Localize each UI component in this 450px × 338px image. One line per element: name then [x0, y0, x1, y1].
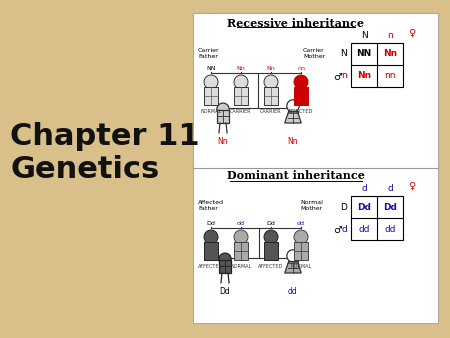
Text: Recessive inheritance: Recessive inheritance — [227, 18, 364, 29]
Text: n: n — [387, 31, 393, 40]
Text: Dd: Dd — [220, 287, 230, 296]
Circle shape — [204, 75, 218, 89]
Bar — [204, 87, 218, 105]
Bar — [351, 43, 403, 87]
Text: Normal
Mother: Normal Mother — [300, 200, 323, 211]
Circle shape — [287, 250, 299, 262]
Text: CARRIER: CARRIER — [230, 109, 252, 114]
Bar — [219, 260, 231, 273]
Text: ♀: ♀ — [408, 28, 415, 38]
Text: d: d — [387, 184, 393, 193]
Text: Nn: Nn — [383, 49, 397, 58]
Circle shape — [294, 230, 308, 244]
Text: nn: nn — [384, 72, 396, 80]
Circle shape — [204, 230, 218, 244]
Text: NN: NN — [356, 49, 372, 58]
Text: Nn: Nn — [218, 137, 228, 146]
Text: dd: dd — [358, 224, 370, 234]
Text: N: N — [360, 31, 367, 40]
Bar — [351, 196, 403, 240]
Text: N: N — [340, 49, 347, 58]
Text: ♂: ♂ — [333, 72, 342, 82]
Circle shape — [219, 253, 231, 265]
Bar — [234, 87, 248, 105]
Text: d: d — [341, 224, 347, 234]
Text: d: d — [361, 184, 367, 193]
Text: nn: nn — [297, 66, 305, 71]
Bar — [264, 87, 278, 105]
Text: ♀: ♀ — [408, 181, 415, 191]
Bar — [288, 111, 298, 115]
Polygon shape — [285, 263, 301, 273]
Text: ♂: ♂ — [333, 225, 342, 235]
Text: AFFECTED: AFFECTED — [288, 109, 314, 114]
Bar — [234, 242, 248, 260]
Bar — [204, 242, 218, 260]
Text: D: D — [340, 202, 347, 212]
Text: dd: dd — [237, 221, 245, 226]
Text: n: n — [341, 72, 347, 80]
Circle shape — [287, 100, 299, 112]
Text: NORMAL: NORMAL — [230, 264, 252, 269]
Circle shape — [234, 75, 248, 89]
Text: Dd: Dd — [383, 202, 397, 212]
Circle shape — [264, 75, 278, 89]
Text: Dd: Dd — [207, 221, 216, 226]
Text: Carrier
Mother: Carrier Mother — [303, 48, 325, 59]
Bar — [264, 242, 278, 260]
Text: Carrier
Father: Carrier Father — [198, 48, 220, 59]
Text: dd: dd — [384, 224, 396, 234]
Text: Dd: Dd — [357, 202, 371, 212]
Polygon shape — [285, 113, 301, 123]
Text: Nn: Nn — [357, 72, 371, 80]
Text: NORMAL: NORMAL — [200, 109, 221, 114]
Text: Chapter 11
Genetics: Chapter 11 Genetics — [10, 122, 200, 184]
Text: NORMAL: NORMAL — [290, 264, 311, 269]
Text: NN: NN — [206, 66, 216, 71]
Text: Dd: Dd — [266, 221, 275, 226]
Circle shape — [264, 230, 278, 244]
Bar — [288, 261, 298, 265]
Circle shape — [294, 75, 308, 89]
Bar — [217, 110, 229, 123]
Text: Affected
Father: Affected Father — [198, 200, 224, 211]
Bar — [294, 87, 308, 105]
Text: Nn: Nn — [288, 137, 298, 146]
Circle shape — [217, 103, 229, 115]
Text: dd: dd — [297, 221, 305, 226]
Bar — [294, 242, 308, 260]
Text: Nn: Nn — [266, 66, 275, 71]
Text: Dominant inheritance: Dominant inheritance — [227, 170, 365, 181]
Text: AFFECTED: AFFECTED — [198, 264, 224, 269]
Bar — [193, 13, 438, 323]
Circle shape — [234, 230, 248, 244]
Text: dd: dd — [288, 287, 298, 296]
Text: Nn: Nn — [237, 66, 245, 71]
Text: AFFECTED: AFFECTED — [258, 264, 284, 269]
Text: CARRIER: CARRIER — [260, 109, 282, 114]
